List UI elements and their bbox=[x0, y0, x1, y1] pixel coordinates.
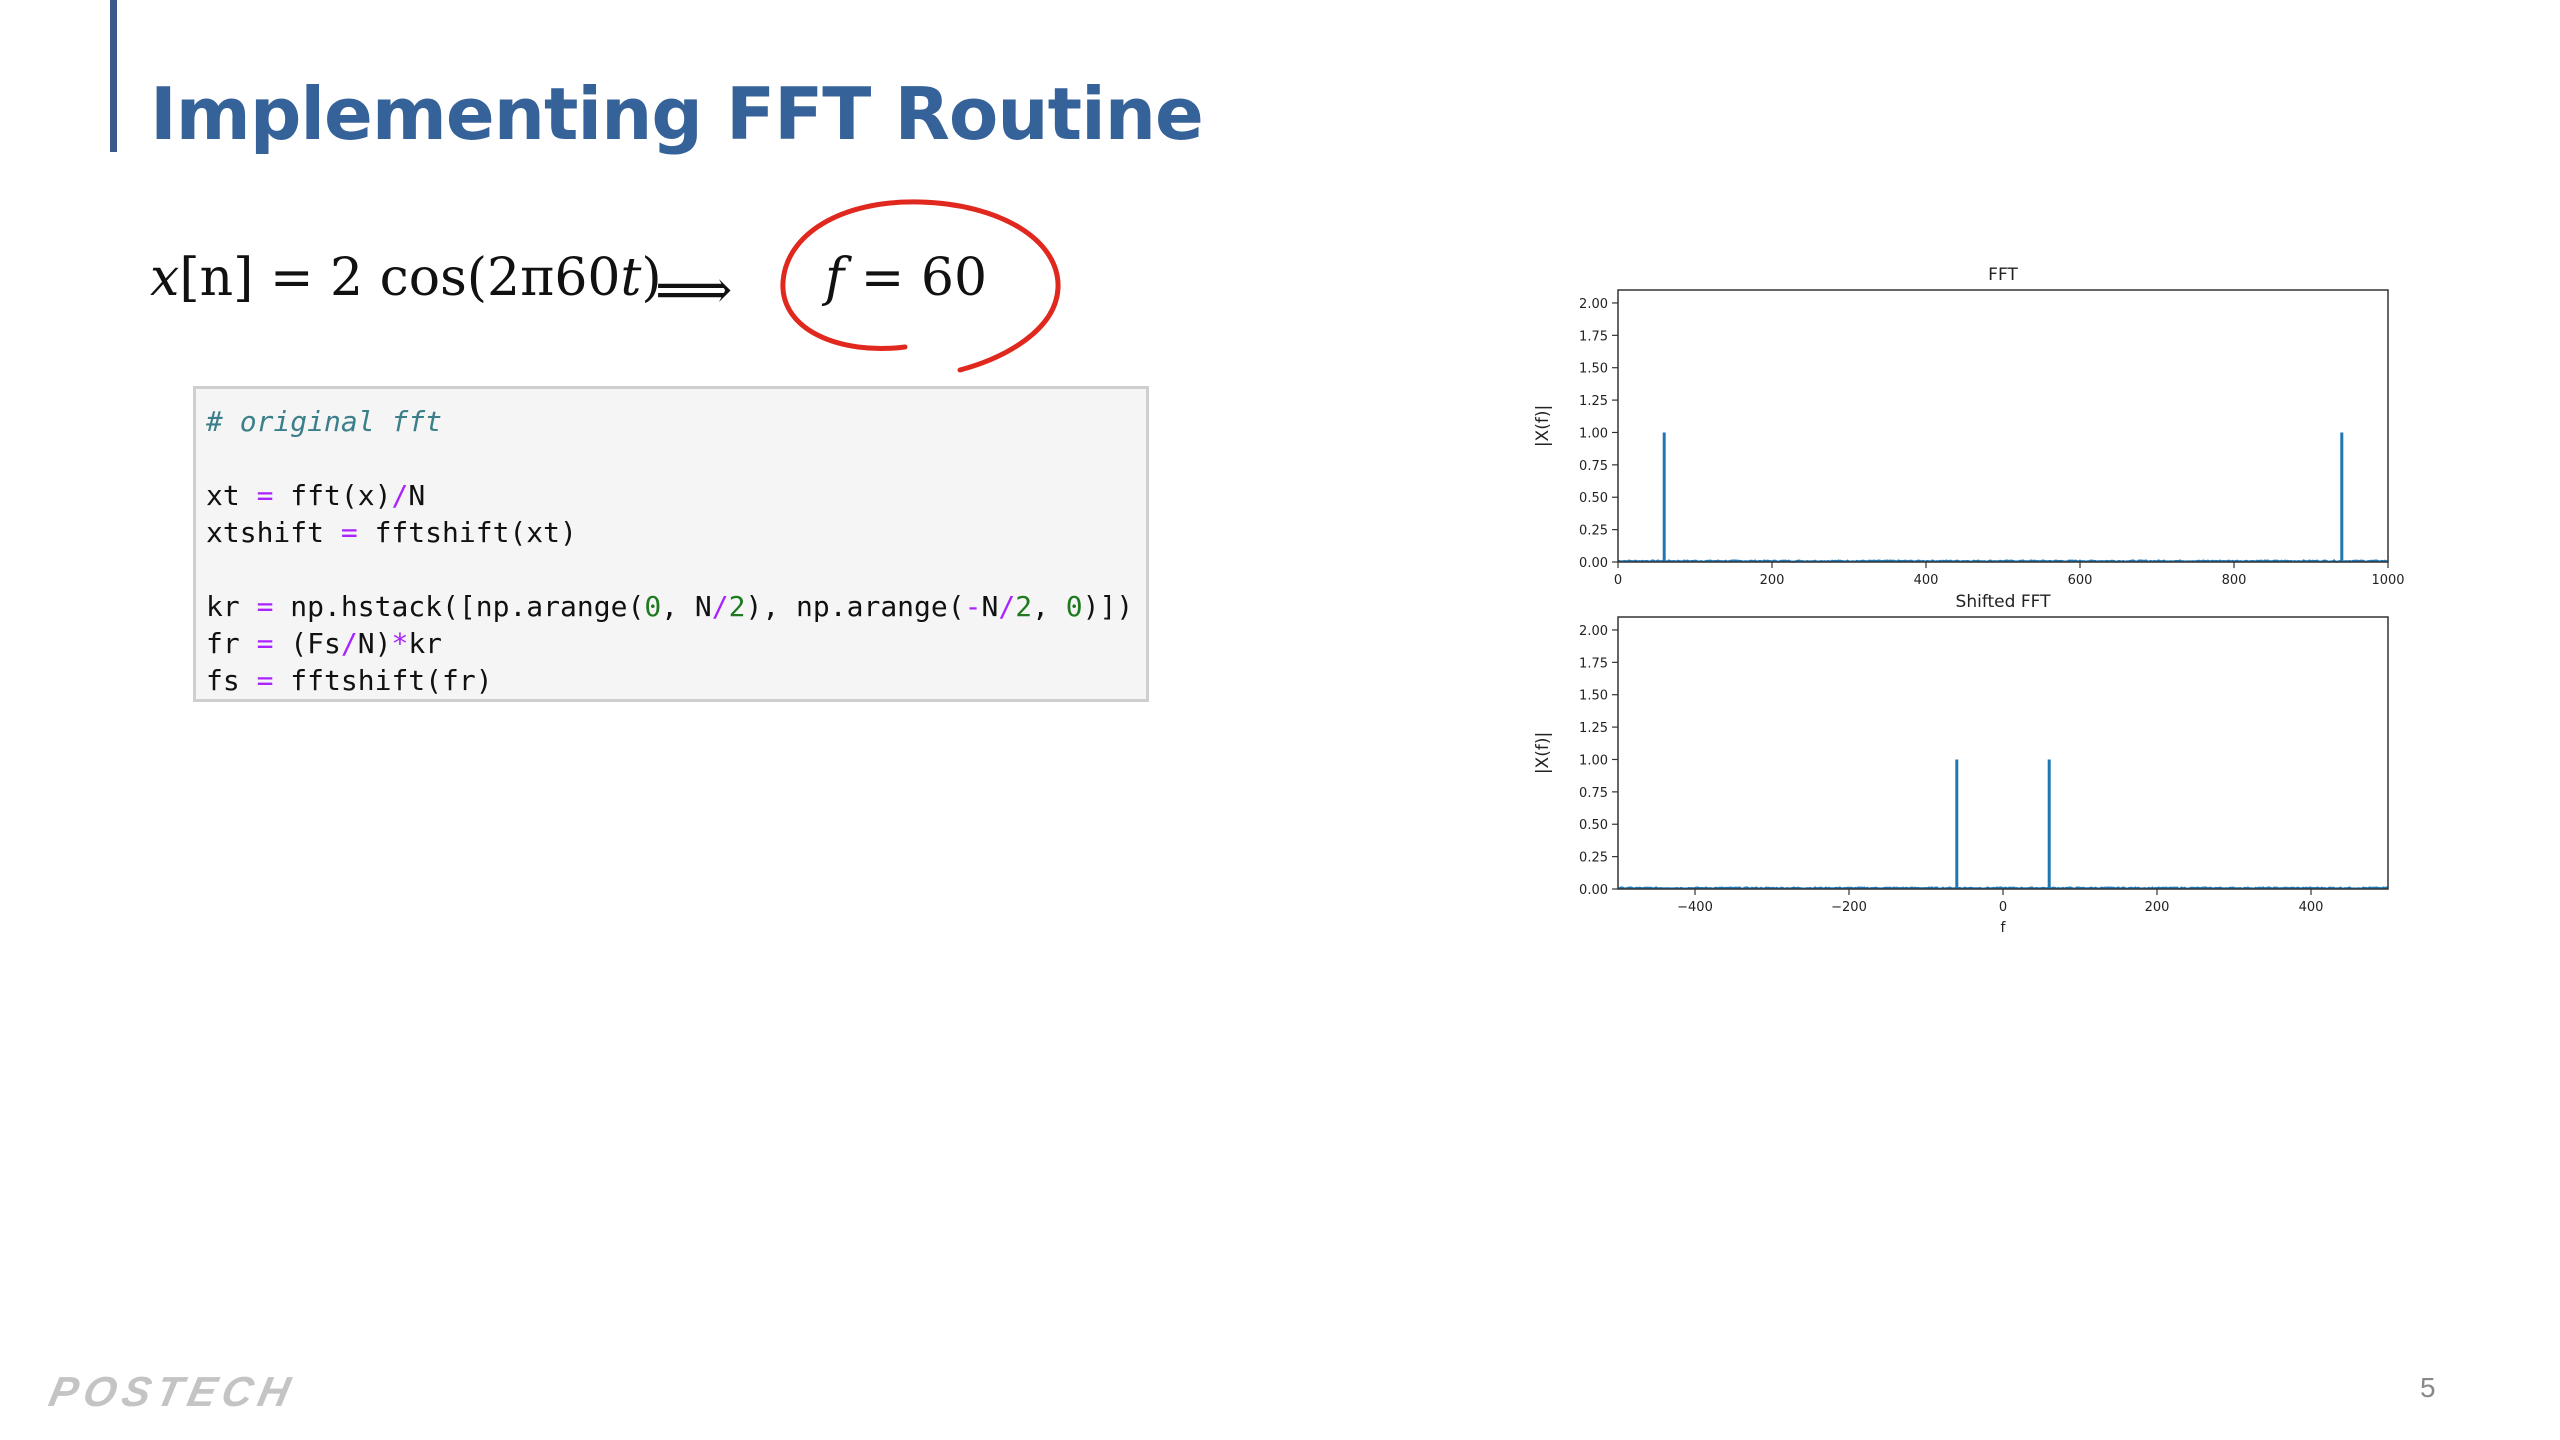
code-token: = bbox=[256, 479, 274, 512]
code-line: fs = fftshift(fr) bbox=[206, 662, 1146, 699]
code-token: )]) bbox=[1082, 590, 1134, 623]
code-token: / bbox=[998, 590, 1016, 623]
x-tick-label: 400 bbox=[1914, 573, 1939, 588]
plot-frame bbox=[1617, 289, 2389, 563]
code-token: xt bbox=[206, 479, 257, 512]
code-token: N bbox=[981, 590, 999, 623]
equation-var-x: x bbox=[150, 248, 180, 308]
x-tick-label: 200 bbox=[2145, 900, 2170, 915]
y-tick-label: 1.75 bbox=[1579, 329, 1608, 344]
code-token: N) bbox=[357, 627, 392, 660]
y-tick-label: 0.50 bbox=[1579, 818, 1608, 833]
chart-title: Shifted FFT bbox=[1956, 592, 2052, 612]
y-tick-label: 0.25 bbox=[1579, 851, 1608, 866]
equation-close: ) bbox=[641, 248, 662, 308]
result-value: = 60 bbox=[860, 248, 988, 308]
code-comment: # original fft bbox=[206, 405, 443, 438]
y-axis-label: |X(f)| bbox=[1533, 405, 1553, 447]
code-token: / bbox=[340, 627, 358, 660]
y-tick-label: 2.00 bbox=[1579, 297, 1608, 312]
code-token: 0 bbox=[1065, 590, 1083, 623]
chart-title: FFT bbox=[1988, 265, 2018, 285]
equation-var-t: t bbox=[620, 248, 642, 308]
code-token: 0 bbox=[644, 590, 662, 623]
code-token: kr bbox=[206, 590, 257, 623]
postech-logo: POSTECH bbox=[45, 1368, 301, 1415]
x-tick-label: 800 bbox=[2222, 573, 2247, 588]
y-tick-label: 1.50 bbox=[1579, 362, 1608, 377]
x-tick-label: 200 bbox=[1760, 573, 1785, 588]
equation-result: f = 60 bbox=[825, 248, 987, 308]
y-tick-label: 0.00 bbox=[1579, 556, 1608, 571]
code-token: N bbox=[408, 479, 426, 512]
y-tick-label: 0.75 bbox=[1579, 786, 1608, 801]
code-lines: xt = fft(x)/N xtshift = fftshift(xt) kr =… bbox=[206, 477, 1146, 699]
slide-title: Implementing FFT Routine bbox=[150, 72, 1204, 156]
code-token: fftshift(xt) bbox=[357, 516, 577, 549]
fft-charts: FFT 0.00 0.25 0.50 0.75 1.00 1.25 1.50 1.75 2.00 0… bbox=[1533, 265, 2405, 936]
y-tick-label: 1.75 bbox=[1579, 656, 1608, 671]
y-tick-label: 0.75 bbox=[1579, 459, 1608, 474]
code-token: xtshift bbox=[206, 516, 341, 549]
code-token: / bbox=[391, 479, 409, 512]
y-tick-label: 0.00 bbox=[1579, 883, 1608, 898]
code-token: ), np.arange( bbox=[745, 590, 965, 623]
code-token: / bbox=[711, 590, 729, 623]
code-token: np.hstack([np.arange( bbox=[273, 590, 645, 623]
code-token: = bbox=[256, 590, 274, 623]
result-var-f: f bbox=[825, 248, 845, 308]
y-tick-label: 1.00 bbox=[1579, 426, 1608, 441]
code-token: 2 bbox=[1015, 590, 1033, 623]
code-token: = bbox=[340, 516, 358, 549]
x-tick-label: −400 bbox=[1677, 900, 1713, 915]
y-tick-label: 1.25 bbox=[1579, 721, 1608, 736]
code-line: fr = (Fs/N)*kr bbox=[206, 625, 1146, 662]
code-cell: # original fft xt = fft(x)/N xtshift = ff… bbox=[193, 386, 1149, 702]
y-tick-label: 1.00 bbox=[1579, 753, 1608, 768]
annotation-circle bbox=[780, 199, 1061, 373]
code-line: xtshift = fftshift(xt) bbox=[206, 514, 1146, 551]
x-tick-label: 0 bbox=[1999, 900, 2007, 915]
code-blank-line bbox=[206, 440, 1146, 477]
x-tick-label: 1000 bbox=[2371, 573, 2404, 588]
equation-lhs: x[n] = 2 cos(2π60t) bbox=[150, 248, 662, 308]
code-line: xt = fft(x)/N bbox=[206, 477, 1146, 514]
y-axis-label: |X(f)| bbox=[1533, 732, 1553, 774]
x-tick-label: 0 bbox=[1614, 573, 1622, 588]
y-tick-label: 1.25 bbox=[1579, 394, 1608, 409]
code-token: fs bbox=[206, 664, 257, 697]
equation-body: = 2 cos(2π60 bbox=[269, 248, 621, 308]
y-tick-label: 0.25 bbox=[1579, 524, 1608, 539]
code-token: , bbox=[1032, 590, 1066, 623]
code-token: * bbox=[391, 627, 409, 660]
code-token: fft(x) bbox=[273, 479, 392, 512]
y-tick-label: 1.50 bbox=[1579, 689, 1608, 704]
code-token: kr bbox=[408, 627, 443, 660]
code-token: 2 bbox=[728, 590, 746, 623]
title-accent-bar bbox=[110, 0, 117, 152]
code-token: (Fs bbox=[273, 627, 341, 660]
x-tick-label: −200 bbox=[1831, 900, 1867, 915]
code-line bbox=[206, 551, 1146, 588]
code-token: = bbox=[256, 627, 274, 660]
x-tick-label: 400 bbox=[2299, 900, 2324, 915]
code-token: , N bbox=[661, 590, 712, 623]
code-token: - bbox=[964, 590, 982, 623]
code-token: = bbox=[256, 664, 274, 697]
equation-index: [n] bbox=[179, 248, 254, 308]
page-number: 5 bbox=[2420, 1372, 2436, 1403]
code-token: fr bbox=[206, 627, 257, 660]
plot-frame bbox=[1617, 616, 2389, 890]
code-line: kr = np.hstack([np.arange(0, N/2), np.ar… bbox=[206, 588, 1146, 625]
y-tick-label: 0.50 bbox=[1579, 491, 1608, 506]
code-token: fftshift(fr) bbox=[273, 664, 493, 697]
x-axis-label: f bbox=[2001, 920, 2007, 936]
implies-arrow: ⟹ bbox=[655, 258, 733, 321]
x-tick-label: 600 bbox=[2068, 573, 2093, 588]
y-tick-label: 2.00 bbox=[1579, 624, 1608, 639]
